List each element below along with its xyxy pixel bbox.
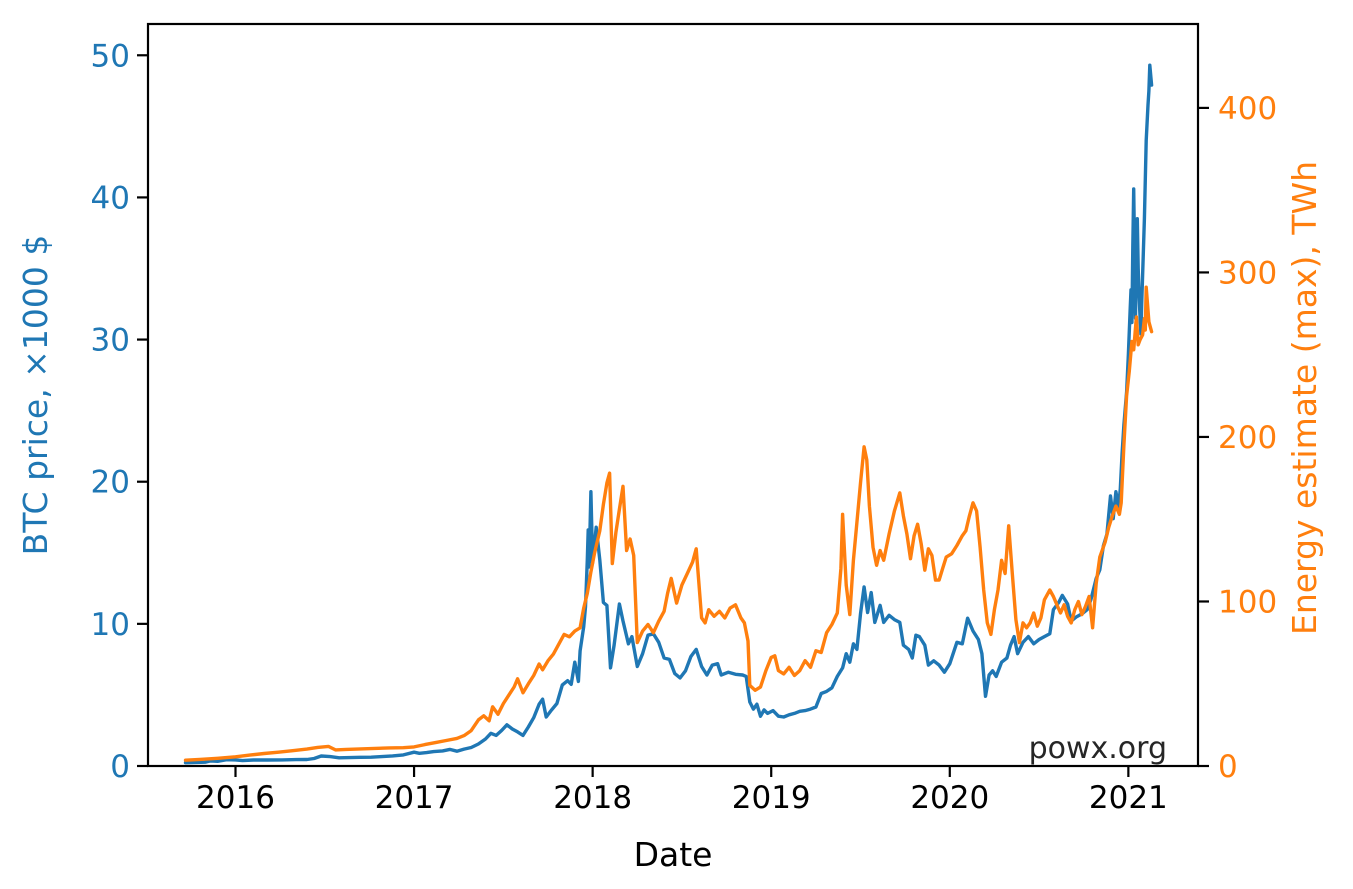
plot-border [146,22,1200,768]
x-tick-label: 2021 [1089,780,1168,816]
btc-price-line [183,63,1154,765]
right-tick-label: 200 [1218,420,1277,456]
watermark-text: powx.org [1029,731,1167,766]
left-axis-title: BTC price, ×1000 $ [16,235,55,556]
x-tick-label: 2017 [375,780,454,816]
left-tick-label: 10 [91,607,130,643]
right-tick-label: 400 [1218,91,1277,127]
left-tick-label: 20 [91,465,130,501]
x-tick-label: 2016 [196,780,275,816]
x-axis-title: Date [634,835,713,874]
x-tick-label: 2020 [910,780,989,816]
left-tick-label: 0 [110,749,130,785]
right-tick-label: 100 [1218,584,1277,620]
x-axis-ticks: 2016 2017 2018 2019 2020 2021 [196,766,1168,816]
right-tick-label: 300 [1218,255,1277,291]
x-tick-label: 2018 [553,780,632,816]
energy-estimate-line [183,285,1154,762]
left-tick-label: 30 [91,323,130,359]
left-axis-ticks: 0 10 20 30 40 50 [91,38,148,785]
left-tick-label: 50 [91,38,130,74]
left-tick-label: 40 [91,180,130,216]
right-tick-label: 0 [1218,749,1238,785]
x-tick-label: 2019 [732,780,811,816]
right-axis-title: Energy estimate (max), TWh [1285,161,1324,635]
right-axis-ticks: 0 100 200 300 400 [1198,91,1277,785]
series-lines [183,63,1154,765]
